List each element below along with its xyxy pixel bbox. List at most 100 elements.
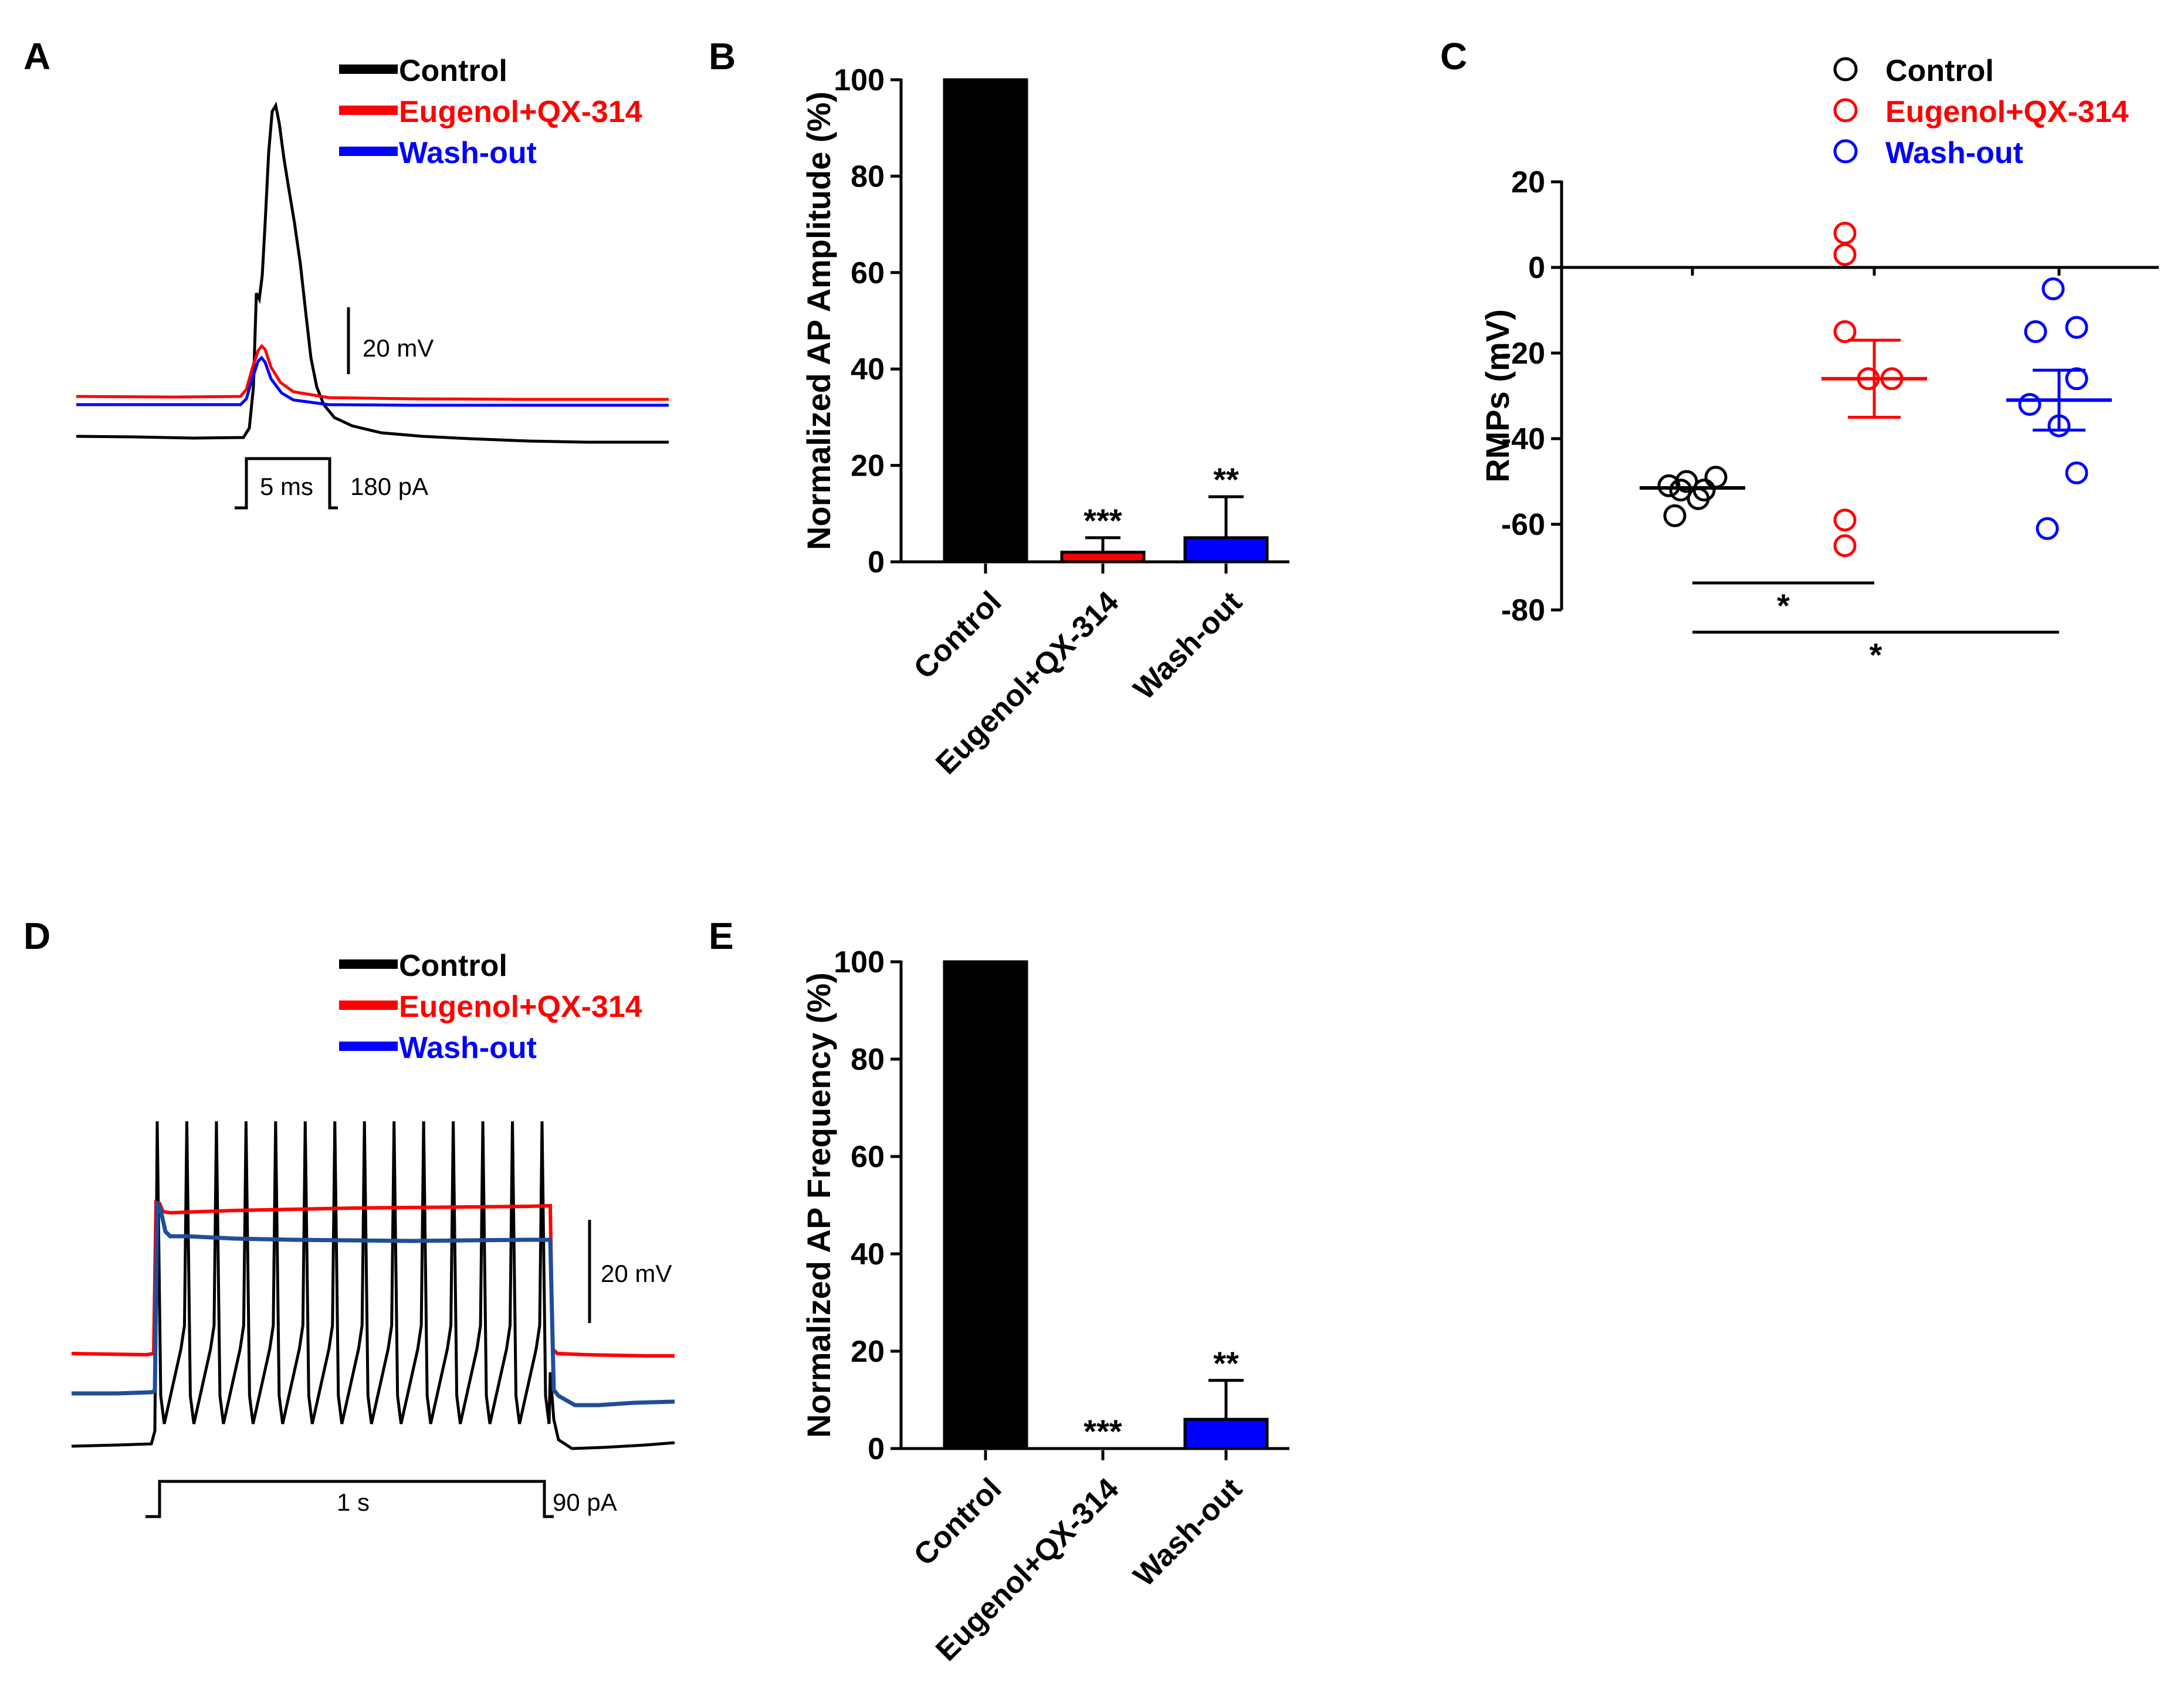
panel-label-c: C: [1440, 35, 1467, 77]
scale-label-a-time: 5 ms: [260, 473, 313, 500]
legend-c-control-marker: [1833, 57, 1858, 82]
point-wash-out: [2024, 320, 2047, 343]
legend-d-washout-label: Wash-out: [399, 1031, 537, 1065]
panel-label-d: D: [23, 915, 50, 957]
chart-E-y-axis-label: Normalized AP Frequency (%): [800, 972, 837, 1438]
legend-d-control-label: Control: [399, 949, 507, 983]
significance-wash-out: **: [1213, 461, 1239, 498]
stimulus-label-d: 90 pA: [553, 1488, 617, 1516]
legend-a-washout-swatch: [339, 147, 398, 156]
scale-label-d-time: 1 s: [337, 1488, 370, 1516]
legend-a-control-swatch: [339, 65, 398, 74]
chart-c-plot: 20 0 -20 -40 -60 -80 RMPs (mV) * *: [1479, 165, 2159, 673]
panel-c: C Control Eugenol+QX-314 Wash-out 20 0 -20…: [1440, 35, 2159, 673]
point-eugenol-qx-314: [1833, 508, 1857, 532]
point-wash-out: [2036, 517, 2059, 540]
trace-d-washout: [72, 1201, 675, 1407]
trace-a-washout: [76, 355, 669, 407]
bar-control: [943, 960, 1028, 1450]
panel-label-b: B: [709, 35, 736, 77]
panel-a: A Control Eugenol+QX-314 Wash-out 20 mV …: [23, 35, 669, 510]
legend-a-eugenol-label: Eugenol+QX-314: [399, 95, 642, 129]
scale-label-a-voltage: 20 mV: [363, 334, 434, 362]
point-control: [1663, 504, 1687, 527]
point-wash-out: [2065, 461, 2088, 484]
point-control: [1669, 479, 1692, 502]
x-tick-label-control: Control: [908, 585, 1008, 686]
y-tick-label: 40: [851, 352, 885, 386]
legend-a: Control Eugenol+QX-314 Wash-out: [339, 54, 642, 170]
y-tick-label: 40: [851, 1237, 885, 1271]
point-eugenol-qx-314: [1833, 534, 1857, 557]
point-wash-out: [2065, 367, 2088, 391]
point-control: [1692, 479, 1716, 502]
legend-d-washout-swatch: [339, 1042, 398, 1051]
panel-label-a: A: [23, 35, 50, 77]
chart-C-y-axis-label: RMPs (mV): [1479, 309, 1516, 483]
y-tick-label: 0: [868, 1432, 885, 1466]
legend-c-eugenol-marker: [1833, 98, 1858, 123]
legend-c-control-label: Control: [1885, 54, 1994, 88]
panel-label-e: E: [709, 915, 734, 957]
stimulus-step-a: [235, 457, 338, 510]
legend-c-eugenol-label: Eugenol+QX-314: [1885, 95, 2129, 129]
bar-control: [943, 78, 1028, 564]
trace-a-eugenol: [76, 344, 669, 401]
y-tick-label: -60: [1501, 508, 1545, 542]
point-eugenol-qx-314: [1833, 222, 1857, 245]
stimulus-label-a: 180 pA: [350, 473, 428, 500]
legend-c: Control Eugenol+QX-314 Wash-out: [1833, 54, 2129, 170]
legend-d-eugenol-swatch: [339, 1000, 398, 1010]
x-tick-label-wash-out: Wash-out: [1127, 585, 1248, 706]
significance-wash-out: **: [1213, 1345, 1239, 1382]
x-tick-label-control: Control: [908, 1471, 1008, 1572]
comparison-label: *: [1777, 587, 1790, 624]
point-wash-out: [2018, 393, 2041, 416]
y-tick-label: -80: [1501, 593, 1545, 628]
significance-eugenol-qx-314: ***: [1083, 1413, 1122, 1450]
point-wash-out: [2041, 277, 2065, 300]
y-tick-label: 60: [851, 1140, 885, 1174]
y-tick-label: 20: [851, 449, 885, 483]
legend-a-washout-label: Wash-out: [399, 136, 537, 170]
point-eugenol-qx-314: [1833, 320, 1857, 343]
y-tick-label: 20: [1511, 165, 1545, 199]
chart-B-y-axis-label: Normalized AP Amplitude (%): [800, 91, 837, 550]
legend-a-control-label: Control: [399, 54, 507, 88]
bar-wash-out: [1183, 536, 1269, 564]
legend-d: Control Eugenol+QX-314 Wash-out: [339, 949, 642, 1065]
y-tick-label: -20: [1501, 337, 1545, 371]
legend-d-eugenol-label: Eugenol+QX-314: [399, 990, 642, 1024]
trace-d-control: [71, 1121, 675, 1450]
point-control: [1704, 466, 1728, 489]
y-tick-label: 100: [834, 945, 885, 979]
legend-c-washout-label: Wash-out: [1885, 136, 2023, 170]
y-tick-label: 0: [1528, 251, 1545, 285]
y-tick-label: 80: [851, 160, 885, 194]
panel-d: D Control Eugenol+QX-314 Wash-out 20 mV …: [23, 915, 675, 1518]
scale-label-d-voltage: 20 mV: [601, 1260, 672, 1287]
y-tick-label: 80: [851, 1043, 885, 1077]
point-eugenol-qx-314: [1833, 243, 1857, 266]
bar-wash-out: [1183, 1417, 1269, 1450]
y-tick-label: -40: [1501, 422, 1545, 456]
stimulus-step-d: [145, 1480, 554, 1518]
trace-a-control: [76, 101, 669, 444]
y-tick-label: 100: [834, 63, 885, 97]
y-tick-label: 60: [851, 256, 885, 290]
legend-c-washout-marker: [1833, 139, 1858, 164]
legend-d-control-swatch: [339, 959, 398, 969]
legend-a-eugenol-swatch: [339, 106, 398, 115]
bar-eugenol-qx-314: [1060, 551, 1146, 564]
comparison-label: *: [1870, 636, 1882, 673]
x-tick-label-wash-out: Wash-out: [1127, 1471, 1248, 1593]
significance-eugenol-qx-314: ***: [1083, 502, 1122, 539]
y-tick-label: 20: [851, 1335, 885, 1369]
y-tick-label: 0: [868, 545, 885, 579]
point-wash-out: [2065, 316, 2088, 339]
